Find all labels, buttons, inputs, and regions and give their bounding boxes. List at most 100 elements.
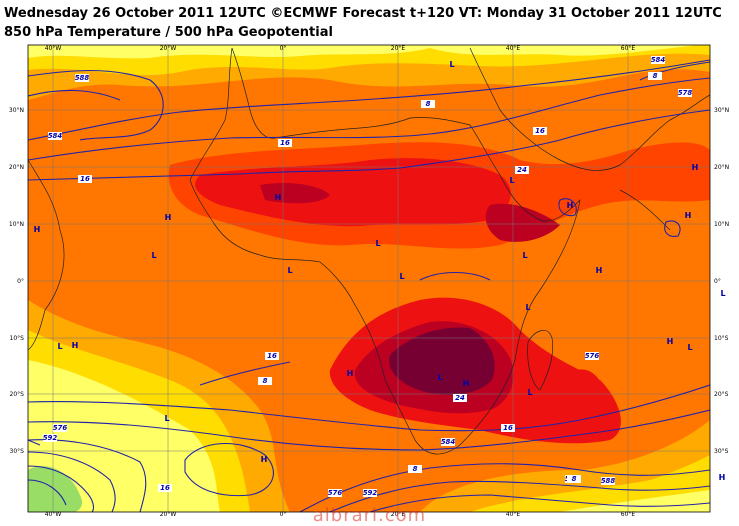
maroon-core: [389, 327, 495, 395]
lon-tick-bottom: 40°W: [45, 511, 62, 518]
contour-label-box: [501, 424, 515, 432]
low-pressure-mark: L: [449, 60, 454, 69]
high-pressure-mark: H: [463, 379, 470, 388]
contour-label-box: [265, 352, 279, 360]
high-pressure-mark: H: [72, 341, 79, 350]
contour-label: 8: [413, 465, 418, 473]
low-pressure-mark: L: [164, 414, 169, 423]
lon-tick-bottom: 0°: [280, 511, 287, 518]
contour-label: 16: [503, 424, 513, 432]
lon-tick-top: 20°W: [160, 45, 177, 52]
contour-label: 592: [363, 489, 378, 497]
contour-label-box: [53, 424, 67, 432]
lon-tick-top: 40°E: [506, 45, 521, 52]
lat-tick-right: 30°N: [714, 107, 729, 114]
contour-label-box: [48, 132, 62, 140]
contour-label-box: [75, 74, 89, 82]
lat-tick-left: 10°S: [10, 335, 25, 342]
contour-label: 576: [53, 424, 68, 432]
low-pressure-mark: L: [687, 343, 692, 352]
high-pressure-mark: H: [567, 201, 574, 210]
low-pressure-mark: L: [509, 176, 514, 185]
contour-label-box: [258, 377, 272, 385]
contour-label-box: [158, 484, 172, 492]
high-pressure-mark: H: [719, 473, 726, 482]
contour-label-box: [567, 475, 581, 483]
lat-tick-left: 20°N: [9, 164, 24, 171]
watermark: albrari.com: [312, 505, 427, 526]
contour-label-box: [678, 89, 692, 97]
contour-label: 24: [517, 166, 527, 174]
contour-label-box: [453, 394, 467, 402]
low-pressure-mark: L: [437, 373, 442, 382]
lon-tick-top: 60°E: [621, 45, 636, 52]
contour-label: 576: [328, 489, 343, 497]
contour-label: 584: [48, 132, 63, 140]
low-pressure-mark: L: [287, 266, 292, 275]
low-pressure-mark: L: [522, 251, 527, 260]
lat-tick-left: 10°N: [9, 221, 24, 228]
contour-labels: 588 8 16 16 16 24 584 578 16 8 24 16 576 584 592 588 576…: [43, 56, 693, 497]
contour-label-box: [278, 139, 292, 147]
contour-label-box: [651, 56, 665, 64]
contour-label: 584: [441, 438, 456, 446]
high-pressure-mark: H: [275, 193, 282, 202]
lon-tick-top: 40°W: [45, 45, 62, 52]
axis-ticks: 40°W 20°W 0° 20°E 40°E 60°E 40°W 20°W 0° 20°E 40°E…: [9, 45, 729, 518]
contour-label-box: [421, 100, 435, 108]
contour-label-box: [363, 489, 377, 497]
contour-label-box: [43, 434, 57, 442]
contour-label: 592: [43, 434, 58, 442]
contour-label: 8: [653, 72, 658, 80]
high-pressure-mark: H: [685, 211, 692, 220]
contour-label-box: [648, 72, 662, 80]
lat-tick-left: 30°S: [10, 448, 25, 455]
contour-label: 576: [585, 352, 600, 360]
contour-label: 584: [651, 56, 666, 64]
low-pressure-mark: L: [525, 303, 530, 312]
contour-label: 8: [426, 100, 431, 108]
lon-tick-bottom: 40°E: [506, 511, 521, 518]
lat-tick-right: 0°: [714, 278, 721, 285]
lat-tick-right: 30°S: [714, 448, 729, 455]
contour-label: 16: [280, 139, 290, 147]
coastlines: [28, 47, 710, 455]
lon-tick-bottom: 60°E: [621, 511, 636, 518]
contour-label-box: [533, 127, 547, 135]
contour-label: 16: [535, 127, 545, 135]
contour-label-box: [78, 175, 92, 183]
contour-label-box: [515, 166, 529, 174]
lat-tick-right: 20°N: [714, 164, 729, 171]
lat-tick-left: 20°S: [10, 391, 25, 398]
contour-label-box: [441, 438, 455, 446]
contour-label: 8: [572, 475, 577, 483]
high-pressure-mark: H: [261, 455, 268, 464]
geopotential-contours: [28, 59, 710, 512]
contour-label: 578: [678, 89, 693, 97]
chart-title: Wednesday 26 October 2011 12UTC ©ECMWF F…: [4, 6, 722, 21]
lat-tick-right: 10°N: [714, 221, 729, 228]
high-pressure-mark: H: [347, 369, 354, 378]
lon-tick-bottom: 20°W: [160, 511, 177, 518]
contour-label: 16: [267, 352, 277, 360]
lat-tick-right: 20°S: [714, 391, 729, 398]
contour-label-box: [601, 477, 615, 485]
chart-subtitle: 850 hPa Temperature / 500 hPa Geopotenti…: [4, 25, 333, 40]
contour-label-box: [408, 465, 422, 473]
contour-label: 16: [80, 175, 90, 183]
lon-tick-bottom: 20°E: [391, 511, 406, 518]
map-frame: [27, 44, 711, 513]
high-pressure-mark: H: [165, 213, 172, 222]
lat-tick-left: 0°: [17, 278, 24, 285]
pressure-centers: H L H H L H H L H L L L L L H L H L H H L L H H L H L: [34, 60, 726, 482]
low-pressure-mark: L: [57, 342, 62, 351]
low-pressure-mark: L: [151, 251, 156, 260]
high-pressure-mark: H: [34, 225, 41, 234]
contour-label-box: [328, 489, 342, 497]
contour-label: 588: [601, 477, 616, 485]
contour-label: 8: [263, 377, 268, 385]
high-pressure-mark: H: [667, 337, 674, 346]
high-pressure-mark: H: [596, 266, 603, 275]
low-pressure-mark: L: [399, 272, 404, 281]
